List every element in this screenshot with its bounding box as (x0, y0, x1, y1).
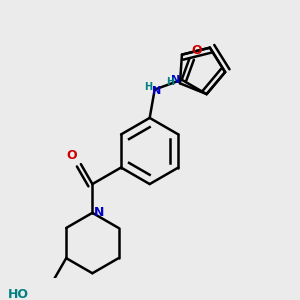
Text: H: H (166, 77, 174, 87)
Text: N: N (152, 86, 162, 96)
Text: O: O (191, 44, 202, 57)
Text: H: H (144, 82, 152, 92)
Text: N: N (94, 206, 104, 219)
Text: N: N (171, 75, 180, 85)
Text: O: O (67, 149, 77, 162)
Text: HO: HO (8, 289, 29, 300)
